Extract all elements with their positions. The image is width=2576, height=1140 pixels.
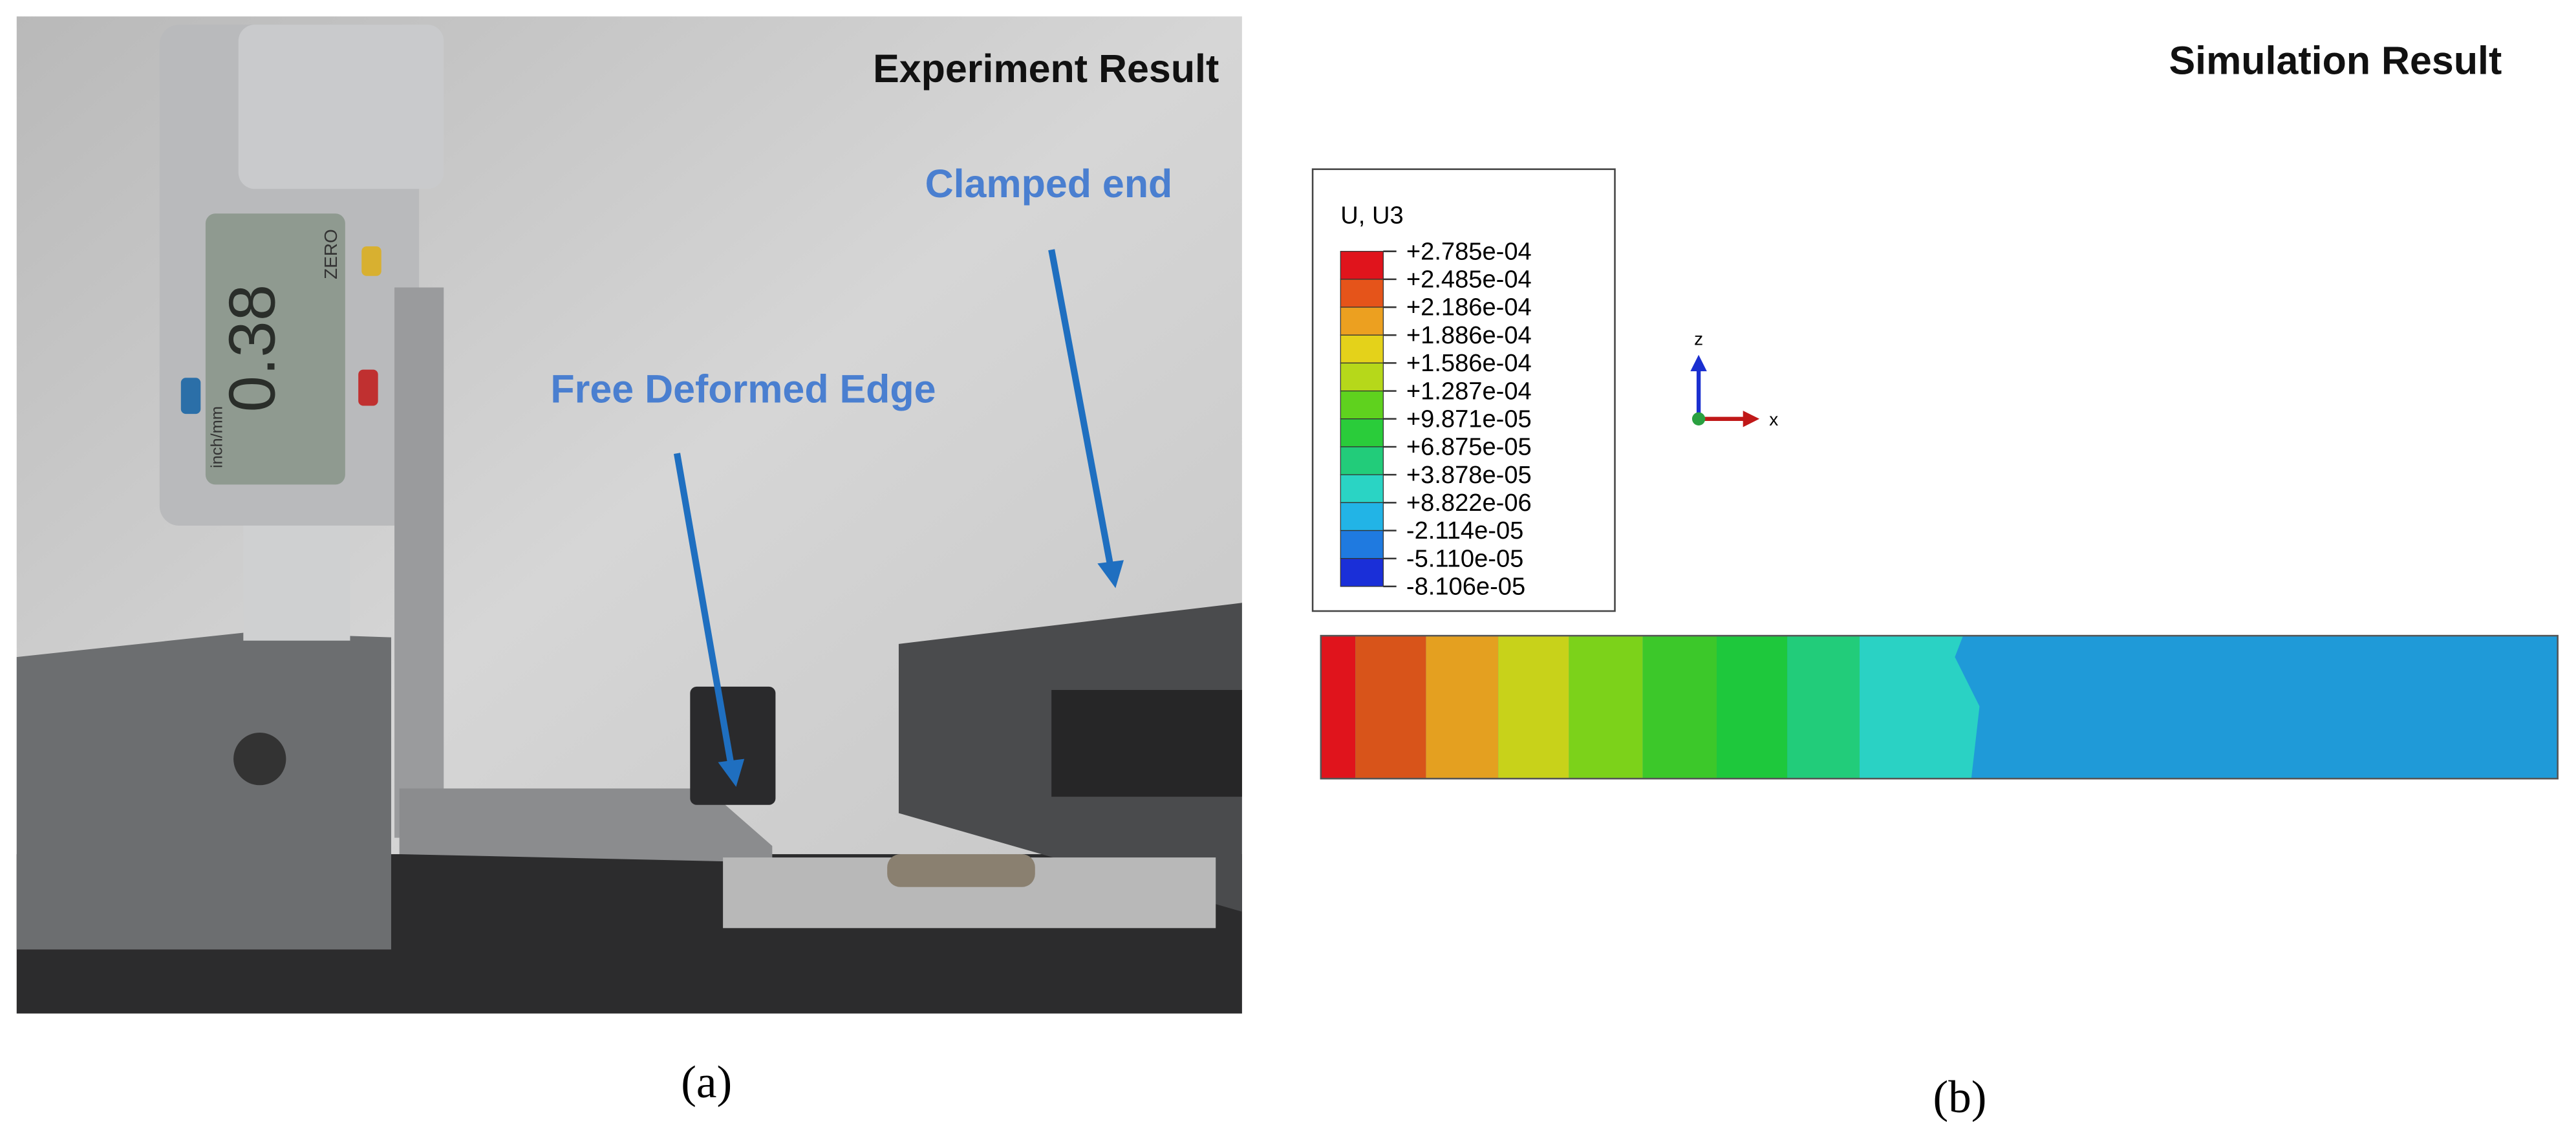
legend-label: +3.878e-05: [1406, 462, 1532, 489]
caption: (b): [1933, 1072, 1987, 1123]
legend-swatch: [1340, 502, 1384, 532]
legend-label: +2.186e-04: [1406, 294, 1532, 321]
legend-swatch: [1340, 530, 1384, 559]
legend-swatch: [1340, 307, 1384, 336]
legend-label: +1.886e-04: [1406, 322, 1532, 349]
legend-swatch: [1340, 334, 1384, 364]
legend-label: +2.485e-04: [1406, 266, 1532, 294]
photo: [16, 16, 1242, 1014]
legend-label: +6.875e-05: [1406, 434, 1532, 461]
legend-label: +1.586e-04: [1406, 350, 1532, 377]
legend-label: +1.287e-04: [1406, 378, 1532, 405]
zero-label: ZERO: [321, 229, 341, 279]
caption: (a): [681, 1057, 732, 1108]
annotation: Clamped end: [925, 162, 1173, 206]
contour-bar: [1320, 634, 2559, 780]
legend: +2.785e-04+2.485e-04+2.186e-04+1.886e-04…: [1340, 238, 1532, 601]
legend-label: +8.822e-06: [1406, 489, 1532, 517]
legend-title: U, U3: [1340, 202, 1403, 229]
legend-swatch: [1340, 251, 1384, 280]
legend-swatch: [1340, 362, 1384, 392]
legend-swatch: [1340, 446, 1384, 475]
panel-title: Simulation Result: [2169, 38, 2502, 82]
legend-swatch: [1340, 474, 1384, 503]
legend-swatch: [1340, 390, 1384, 420]
axis-label: x: [1769, 409, 1778, 429]
axis-label: z: [1694, 328, 1703, 349]
axis-triad: [1690, 354, 1760, 427]
panel-title: Experiment Result: [873, 47, 1219, 91]
annotation: Free Deformed Edge: [550, 367, 936, 411]
legend-label: +2.785e-04: [1406, 238, 1532, 265]
legend-label: -2.114e-05: [1406, 517, 1523, 544]
display-reading: 0.38: [215, 285, 289, 413]
legend-swatch: [1340, 418, 1384, 447]
legend-label: -8.106e-05: [1406, 574, 1525, 601]
unit-label: inch/mm: [208, 406, 226, 468]
legend-swatch: [1340, 558, 1384, 587]
legend-swatch: [1340, 279, 1384, 308]
legend-label: +9.871e-05: [1406, 405, 1532, 433]
legend-label: -5.110e-05: [1406, 545, 1523, 572]
